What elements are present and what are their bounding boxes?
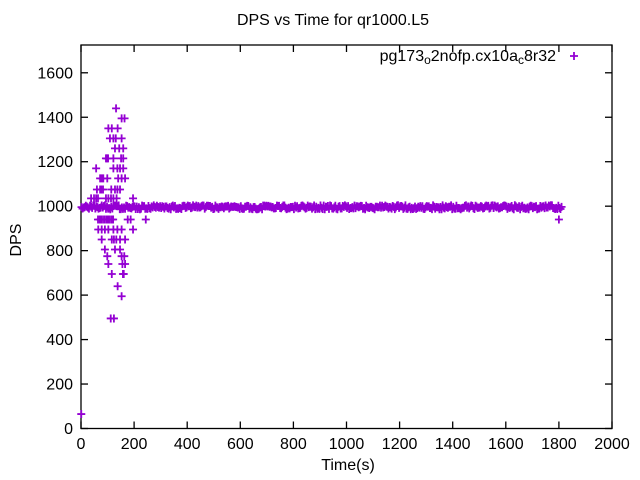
- legend-series-label: pg173o2nofp.cx10ac8r32: [380, 48, 557, 67]
- data-point-marker: [113, 124, 122, 133]
- data-point-marker: [113, 282, 122, 291]
- data-point-marker: [119, 144, 128, 153]
- x-tick-label: 0: [77, 436, 86, 453]
- x-tick-label: 1600: [488, 436, 524, 453]
- steady-band-markers: [77, 201, 566, 214]
- data-point-marker: [92, 164, 101, 173]
- data-point-marker: [119, 164, 128, 173]
- x-tick-label: 600: [227, 436, 254, 453]
- x-tick-label: 400: [174, 436, 201, 453]
- steady-band: [77, 201, 566, 214]
- y-tick-label: 600: [46, 288, 73, 305]
- y-tick-label: 200: [46, 377, 73, 394]
- data-point-marker: [107, 269, 116, 278]
- chart-title: DPS vs Time for qr1000.L5: [237, 12, 429, 29]
- y-tick-label: 1000: [37, 199, 73, 216]
- data-point-marker: [121, 235, 130, 244]
- legend-label-subscript: o: [424, 53, 431, 67]
- data-point-marker: [129, 225, 138, 234]
- data-point-marker: [112, 194, 121, 203]
- data-point-marker: [554, 215, 563, 224]
- x-tick-label: 1000: [329, 436, 365, 453]
- data-point-marker: [117, 292, 126, 301]
- plot-area-border: [80, 44, 613, 430]
- data-point-marker: [120, 114, 129, 123]
- data-point-marker: [97, 235, 106, 244]
- data-point-marker: [112, 104, 121, 113]
- data-point-marker: [109, 215, 118, 224]
- y-axis-label: DPS: [8, 224, 25, 257]
- axis-ticks: [80, 45, 613, 430]
- data-point-marker: [109, 154, 118, 163]
- data-point-marker: [126, 215, 135, 224]
- legend-label-subscript: c: [518, 53, 524, 67]
- data-point-marker: [117, 134, 126, 143]
- data-point-marker: [109, 314, 118, 323]
- y-tick-label: 400: [46, 332, 73, 349]
- data-point-marker: [119, 269, 128, 278]
- data-point-marker: [100, 245, 109, 254]
- data-points: [77, 104, 563, 419]
- data-point-marker: [104, 259, 113, 268]
- x-tick-label: 1400: [435, 436, 471, 453]
- data-point-marker: [93, 194, 102, 203]
- x-tick-label: 1200: [382, 436, 418, 453]
- data-point-marker: [103, 252, 112, 261]
- data-point-marker: [121, 174, 130, 183]
- legend-label-part: 8r32: [524, 48, 556, 65]
- y-tick-label: 800: [46, 243, 73, 260]
- data-point-marker: [117, 225, 126, 234]
- data-point-marker: [129, 194, 138, 203]
- y-tick-label: 1200: [37, 154, 73, 171]
- legend: pg173o2nofp.cx10ac8r32: [380, 48, 578, 67]
- legend-label-part: 2nofp.cx10a: [431, 48, 518, 65]
- y-tick-label: 1400: [37, 110, 73, 127]
- data-point-marker: [120, 252, 129, 261]
- y-tick-label: 0: [64, 421, 73, 438]
- data-point-marker: [103, 174, 112, 183]
- data-point-marker: [119, 154, 128, 163]
- data-point-marker: [121, 259, 130, 268]
- data-point-marker: [77, 410, 86, 419]
- x-axis-label: Time(s): [321, 457, 375, 474]
- x-tick-label: 800: [280, 436, 307, 453]
- axis-tick-labels: 0 200 400 600 800 1000 1200 1400 1600 1800 2000 0 20…: [37, 65, 629, 453]
- data-point-marker: [141, 215, 150, 224]
- legend-sample-marker-icon: [570, 52, 578, 60]
- data-point-marker: [99, 185, 108, 194]
- legend-label-part: pg173: [380, 48, 425, 65]
- x-tick-label: 2000: [594, 436, 630, 453]
- data-point-marker: [116, 185, 125, 194]
- y-tick-label: 1600: [37, 65, 73, 82]
- data-point-marker: [116, 245, 125, 254]
- x-tick-label: 200: [121, 436, 148, 453]
- x-tick-label: 1800: [541, 436, 577, 453]
